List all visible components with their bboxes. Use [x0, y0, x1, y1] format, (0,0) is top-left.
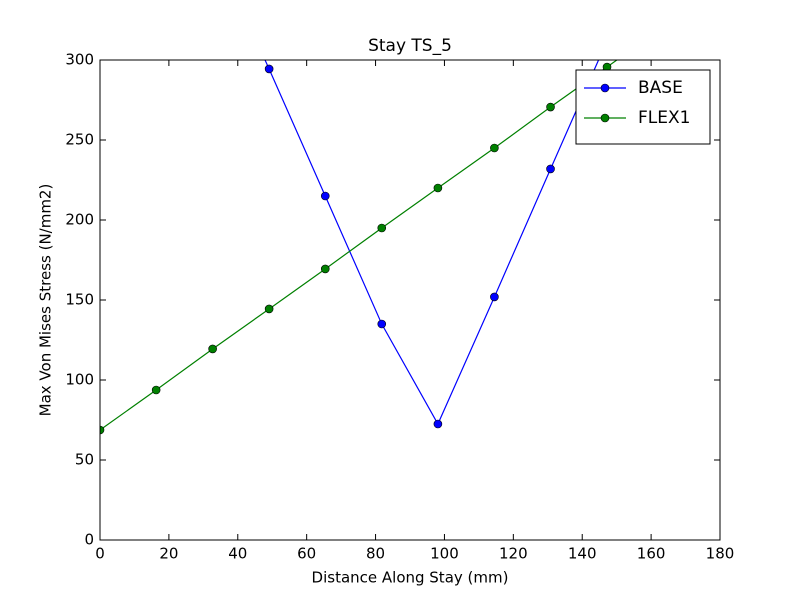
y-tick-label: 100	[65, 371, 94, 389]
data-point	[264, 64, 274, 74]
data-point	[490, 292, 499, 302]
x-tick-label: 80	[366, 545, 385, 563]
y-tick-label: 200	[65, 211, 94, 229]
x-tick-label: 140	[568, 545, 597, 563]
y-tick-label: 250	[65, 131, 94, 149]
data-point	[320, 264, 330, 274]
y-tick-label: 0	[84, 531, 94, 549]
x-tick-label: 160	[637, 545, 666, 563]
data-point	[320, 191, 330, 201]
axes-frame	[99, 59, 721, 541]
data-point	[151, 385, 161, 395]
legend-box	[575, 69, 711, 145]
legend-marker	[600, 83, 610, 93]
data-point	[490, 143, 499, 153]
legend-label: FLEX1	[638, 108, 690, 128]
data-point	[433, 183, 443, 193]
plot-area	[100, 60, 618, 435]
data-point	[546, 164, 555, 174]
chart-title: Stay TS_5	[368, 36, 452, 56]
x-tick-label: 20	[159, 545, 178, 563]
x-tick-label: 0	[95, 545, 105, 563]
x-axis-label: Distance Along Stay (mm)	[312, 569, 509, 587]
x-tick-label: 180	[706, 545, 735, 563]
y-tick-label: 300	[65, 51, 94, 69]
legend-label: BASE	[638, 78, 683, 98]
data-point	[100, 425, 105, 435]
y-tick-label: 150	[65, 291, 94, 309]
x-tick-label: 120	[499, 545, 528, 563]
x-tick-label: 60	[297, 545, 316, 563]
data-point	[264, 304, 274, 314]
series-line	[264, 60, 600, 426]
data-point	[546, 102, 555, 112]
y-axis-label: Max Von Mises Stress (N/mm2)	[37, 184, 55, 417]
y-tick-label: 50	[75, 451, 94, 469]
data-point	[377, 319, 387, 329]
data-point	[208, 344, 217, 354]
data-point	[377, 223, 387, 233]
x-tick-label: 40	[228, 545, 247, 563]
x-tick-label: 100	[430, 545, 459, 563]
data-point	[433, 419, 443, 429]
legend-marker	[600, 113, 610, 123]
